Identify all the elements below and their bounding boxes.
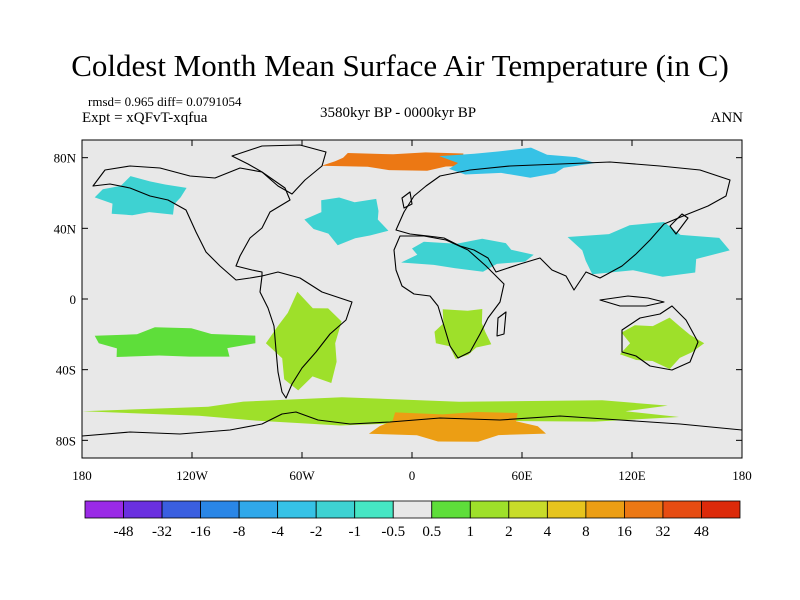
colorbar-label: 16 — [617, 524, 633, 540]
field-region-southern-africa-warm — [434, 309, 492, 359]
field-region-australia-warm — [619, 317, 705, 369]
colorbar-swatch — [161, 500, 201, 519]
colorbar-label: 32 — [655, 524, 670, 540]
colorbar-label: 4 — [544, 524, 552, 540]
colorbar-swatch — [315, 500, 356, 519]
colorbar-swatch — [431, 500, 471, 519]
colorbar-swatch — [277, 500, 317, 519]
coastline-maritime-se-asia — [599, 295, 665, 307]
coastline-australia — [621, 305, 699, 371]
colorbar-swatch — [469, 500, 510, 519]
colorbar-swatch — [585, 500, 625, 519]
coastline-antarctica — [82, 411, 742, 437]
lat-tick-label: 0 — [70, 292, 77, 307]
coastline-north-america — [92, 165, 291, 281]
colorbar-label: 48 — [694, 524, 709, 540]
coastline-greenland — [231, 144, 327, 195]
coastline-eurasia — [395, 161, 731, 291]
colorbar-label: -1 — [348, 524, 361, 540]
colorbar-swatch — [354, 500, 394, 519]
colorbar-swatch — [662, 500, 702, 519]
colorbar-label: -4 — [271, 524, 284, 540]
colorbar-swatch — [392, 500, 433, 519]
field-region-south-pacific-warm — [94, 327, 256, 357]
field-region-north-africa-cool — [401, 238, 534, 272]
field-region-north-atlantic-cool — [304, 197, 389, 246]
lon-tick-label: 0 — [409, 468, 416, 483]
colorbar-label: -48 — [114, 524, 134, 540]
axis-ticks: 180 120W 60W 0 60E 120E 180 80N 40N 0 40S 80S — [54, 140, 752, 483]
experiment-label: Expt = xQFvT-xqfua — [82, 110, 208, 126]
colorbar-swatch — [546, 500, 587, 519]
lon-tick-label: 180 — [732, 468, 752, 483]
colorbar-label: -0.5 — [381, 524, 405, 540]
field-region-north-pacific-cool — [94, 176, 187, 216]
colorbar-label: -2 — [310, 524, 323, 540]
lon-tick-label: 60W — [289, 468, 315, 483]
field-region-arctic-eurasia-cool — [439, 147, 596, 178]
colorbar-swatch — [123, 500, 163, 519]
lon-tick-label: 120W — [176, 468, 209, 483]
colorbar-swatch — [84, 500, 124, 519]
lat-tick-label: 80N — [54, 151, 77, 166]
map-title: Coldest Month Mean Surface Air Temperatu… — [71, 48, 729, 83]
lon-tick-label: 60E — [512, 468, 533, 483]
colorbar-swatch — [200, 500, 240, 519]
coastlines — [82, 144, 742, 437]
lat-tick-label: 40N — [54, 221, 77, 236]
coastline-africa — [393, 235, 505, 359]
field-region-south-america-warm — [265, 291, 342, 391]
lon-tick-label: 180 — [72, 468, 92, 483]
colorbar-swatch — [624, 500, 664, 519]
field-region-asia-cool — [567, 222, 730, 277]
colorbar-swatch — [508, 500, 548, 519]
stats-label: rmsd= 0.965 diff= 0.0791054 — [88, 94, 242, 109]
colorbar: -48 -32 -16 -8 -4 -2 -1 -0.5 0.5 1 2 4 8 16 32 48 — [84, 500, 741, 540]
period-label: 3580kyr BP - 0000kyr BP — [320, 105, 477, 121]
colorbar-label: 2 — [505, 524, 513, 540]
coastline-japan — [669, 213, 689, 235]
coastline-madagascar — [496, 311, 507, 337]
coastline-british-isles — [401, 191, 413, 209]
colorbar-swatch — [238, 500, 279, 519]
colorbar-label: 1 — [467, 524, 475, 540]
lat-tick-label: 80S — [56, 433, 76, 448]
coastline-south-america — [259, 271, 353, 399]
lon-tick-label: 120E — [618, 468, 646, 483]
colorbar-swatch — [701, 500, 741, 519]
colorbar-label: -32 — [152, 524, 172, 540]
season-label: ANN — [710, 110, 744, 126]
colorbar-label: -8 — [233, 524, 246, 540]
colorbar-label: -16 — [191, 524, 211, 540]
colorbar-label: 0.5 — [422, 524, 441, 540]
colorbar-label: 8 — [582, 524, 590, 540]
lat-tick-label: 40S — [56, 363, 76, 378]
